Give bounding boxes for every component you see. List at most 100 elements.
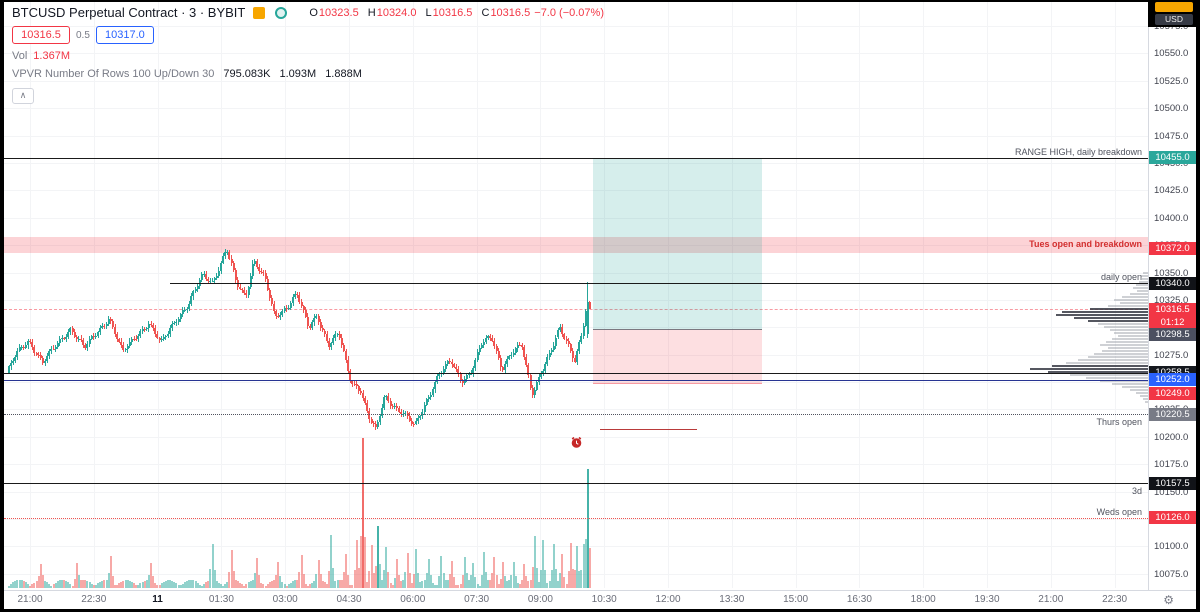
position-tool-profit-zone[interactable] [593,157,762,329]
volume-bar [264,585,267,588]
time-tick: 06:00 [400,594,426,605]
symbol-title[interactable]: BTCUSD Perpetual Contract · 3 · BYBIT [12,5,246,20]
candle-body [448,361,451,363]
position-tool-entry-line[interactable] [593,328,762,330]
gridline-h [4,53,1148,55]
volume-bar [372,572,375,588]
position-tool-loss-zone[interactable] [593,328,762,384]
position-tool-stop-line[interactable] [593,383,762,385]
collapse-legend-button[interactable]: ∧ [12,88,34,104]
time-tick: 03:00 [272,594,298,605]
level-label: Weds open [1096,506,1142,517]
gridline-h [4,382,1148,384]
volume-bar [73,578,76,588]
candle-body [336,334,339,336]
volume-bar [306,585,309,588]
settings-gear-icon[interactable]: ⚙ [1163,593,1174,607]
volume-bar [506,581,509,588]
level-line[interactable] [4,517,1148,519]
candle-body [48,350,51,357]
volume-bar [133,583,136,588]
level-line[interactable] [4,379,1148,381]
volume-bar [154,583,157,588]
level-band[interactable] [4,237,1148,253]
volume-bar [31,584,34,588]
time-axis[interactable]: ⚙ 21:00 22:30 11 01:30 03:00 04:30 06:00 07:30 0… [4,590,1196,609]
gridline-v [859,2,861,588]
indicator-name[interactable]: VPVR Number Of Rows 100 Up/Down 30 [12,68,215,80]
level-line[interactable] [4,483,1148,485]
vpvr-row [1066,362,1148,364]
gridline-h [4,464,1148,466]
candle-body [561,326,564,334]
volume-bar [529,580,532,588]
volume-bar [362,438,365,588]
level-line[interactable] [4,414,1148,416]
volume-bar [408,573,411,588]
price-tick: 10075.0 [1154,568,1189,580]
volume-bar [538,582,540,588]
alert-line[interactable] [600,429,697,431]
price-label: 10340.0 [1149,276,1196,290]
volume-bar [266,584,269,588]
volume-bar [311,582,314,588]
candle-body [470,373,473,375]
candle-body [80,338,83,341]
volume-bar [33,582,36,588]
candle-body [273,303,275,312]
volume-bar [495,575,498,588]
time-tick: 07:30 [464,594,490,605]
volume-bar [381,580,384,588]
price-axis[interactable]: 10075.010100.010125.010150.010175.010200… [1148,2,1196,590]
currency-label[interactable]: USD [1155,14,1193,25]
volume-bar [412,574,415,588]
candle-body [18,347,21,351]
volume-bar [567,571,570,588]
gridline-h [4,163,1148,164]
price-tick: 10100.0 [1154,541,1189,553]
alarm-clock-icon[interactable] [570,436,583,449]
gridline-h [4,491,1148,493]
candle-body [230,258,233,264]
volume-bar [569,543,572,588]
vpvr-row [1118,335,1148,337]
candle-body [374,424,377,428]
candle-body [220,262,222,271]
vpvr-row [1070,374,1148,376]
candle-body [167,333,169,337]
volume-bar [194,581,197,588]
gridline-v [731,2,733,588]
candle-body [251,263,254,276]
candle-body [88,338,91,345]
gridline-h [4,108,1148,110]
gridline-v [476,2,478,588]
volume-bar [576,546,579,588]
candle-body [351,381,354,384]
bybit-logo-icon [253,6,266,19]
candle-body [349,371,352,382]
sell-price-button[interactable]: 10316.5 [12,26,70,44]
candle-body [576,351,579,362]
candle-body [514,348,517,353]
candle-body [429,394,432,398]
candle-body [321,327,324,331]
level-line[interactable] [4,157,1148,159]
level-line[interactable] [4,372,1148,374]
vpvr-row [1114,299,1148,301]
volume-bar [512,562,515,588]
candle-body [200,273,203,281]
volume-bar [277,562,280,588]
buy-price-button[interactable]: 10317.0 [95,26,154,44]
volume-bar [349,585,352,588]
level-label: RANGE HIGH, daily breakdown [1014,146,1142,157]
volume-bar [234,580,237,588]
volume-bar [370,545,373,588]
chart-canvas[interactable]: RANGE HIGH, daily breakdown Tues open and… [4,2,1148,590]
candle-body [253,260,256,264]
volume-bar [544,570,547,588]
candle-body [294,293,297,298]
volume-bar [130,581,133,588]
level-line[interactable] [170,283,1148,285]
volume-bar [548,581,551,588]
candle-body [332,337,335,344]
